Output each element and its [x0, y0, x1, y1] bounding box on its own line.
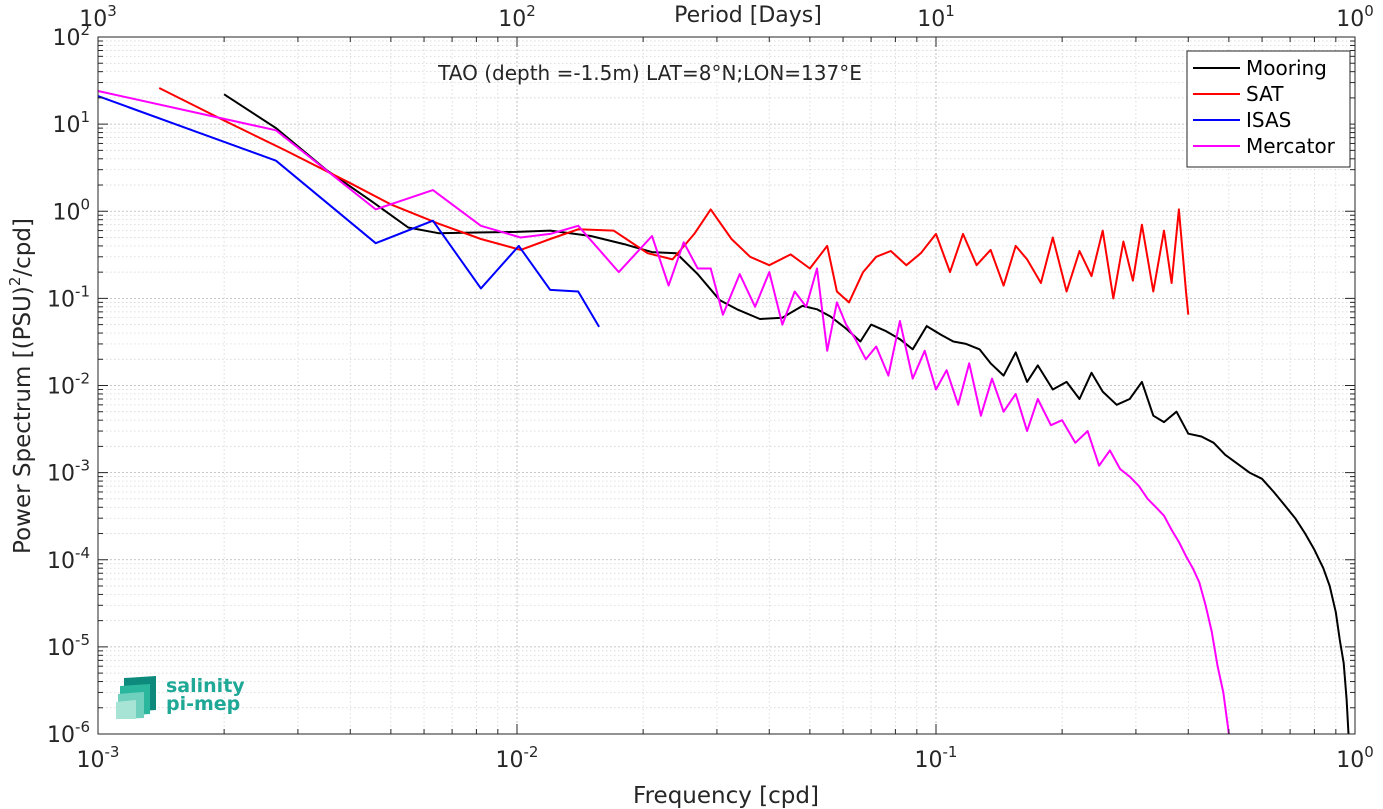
series-lines — [97, 87, 1350, 735]
y-tick-label-exp: -2 — [75, 370, 90, 388]
y-axis-label: Power Spectrum [(PSU)2/cpd] — [6, 218, 36, 554]
y-tick-label: 10-3 — [47, 457, 90, 487]
y-tick-label-base: 10 — [47, 287, 75, 312]
chart-title: TAO (depth =-1.5m) LAT=8°N;LON=137°E — [437, 61, 862, 85]
y-tick-label-base: 10 — [47, 375, 75, 400]
y-tick-label: 100 — [52, 195, 90, 225]
legend-label-sat: SAT — [1246, 82, 1284, 106]
y-tick-label-exp: -6 — [75, 718, 90, 736]
logo-mark — [116, 676, 156, 719]
x-tick-label-base: 10 — [915, 748, 943, 773]
legend-label-mooring: Mooring — [1246, 56, 1327, 80]
y-tick-label-base: 10 — [47, 723, 75, 748]
x-tick-label: 100 — [1336, 743, 1374, 773]
x-tick-label-exp: 0 — [1364, 743, 1374, 761]
y-tick-label-base: 10 — [52, 200, 80, 225]
y-axis-label-tail: /cpd] — [10, 218, 36, 277]
grid — [97, 36, 1356, 735]
axis-ticks — [97, 36, 1356, 735]
y-tick-label: 101 — [52, 108, 90, 138]
top-tick-label: 100 — [1336, 2, 1374, 32]
y-tick-label-exp: 1 — [80, 108, 90, 126]
x-tick-label-base: 10 — [77, 748, 105, 773]
logo-text-pi-mep: pi-mep — [166, 693, 241, 715]
top-tick-label: 101 — [917, 2, 955, 32]
x-tick-label-base: 10 — [1336, 748, 1364, 773]
x-tick-label-base: 10 — [496, 748, 524, 773]
y-tick-label-exp: -5 — [75, 631, 90, 649]
top-tick-label-exp: 2 — [526, 2, 536, 20]
top-tick-label: 102 — [498, 2, 536, 32]
y-tick-label: 10-1 — [47, 282, 90, 312]
y-tick-label-exp: -4 — [75, 544, 90, 562]
y-tick-label-base: 10 — [47, 636, 75, 661]
top-tick-label-base: 10 — [498, 7, 526, 32]
y-tick-label-exp: -1 — [75, 282, 90, 300]
y-tick-label-exp: 0 — [80, 195, 90, 213]
y-tick-label-base: 10 — [52, 113, 80, 138]
x-axis-label: Frequency [cpd] — [633, 783, 819, 809]
x-tick-label-exp: -1 — [943, 743, 958, 761]
x-tick-label: 10-1 — [915, 743, 958, 773]
y-tick-label-exp: -3 — [75, 457, 90, 475]
legend-label-isas: ISAS — [1246, 108, 1291, 132]
y-tick-label: 10-2 — [47, 370, 90, 400]
logo-wave-4 — [116, 700, 136, 719]
y-axis-label-sup: 2 — [6, 277, 24, 287]
y-axis-label-main: Power Spectrum [(PSU) — [10, 286, 36, 554]
top-tick-label-base: 10 — [917, 7, 945, 32]
y-tick-label-base: 10 — [47, 462, 75, 487]
series-line-sat — [158, 87, 1190, 315]
series-line-isas — [97, 95, 600, 328]
series-line-mercator — [97, 90, 1230, 735]
x-tick-label: 10-3 — [77, 743, 120, 773]
top-tick-label-exp: 1 — [945, 2, 955, 20]
y-tick-label-base: 10 — [52, 26, 80, 51]
x-tick-label-exp: -3 — [105, 743, 120, 761]
top-tick-label-exp: 0 — [1364, 2, 1374, 20]
top-tick-label: 103 — [79, 2, 117, 32]
top-tick-label-base: 10 — [1336, 7, 1364, 32]
y-tick-label: 10-4 — [47, 544, 90, 574]
y-tick-label-exp: 2 — [80, 21, 90, 39]
series-line-mooring — [223, 93, 1350, 735]
x-tick-label: 10-2 — [496, 743, 539, 773]
x-tick-label-exp: -2 — [524, 743, 539, 761]
y-tick-label: 10-5 — [47, 631, 90, 661]
legend-box — [1186, 50, 1351, 168]
top-tick-label-exp: 3 — [107, 2, 117, 20]
y-tick-label: 10-6 — [47, 718, 90, 748]
top-axis-label: Period [Days] — [674, 3, 822, 28]
legend-label-mercator: Mercator — [1246, 134, 1336, 158]
y-tick-label: 102 — [52, 21, 90, 51]
y-tick-label-base: 10 — [47, 549, 75, 574]
salinity-pi-mep-logo: salinity pi-mep — [116, 672, 256, 722]
logo-text-salinity: salinity — [166, 675, 245, 697]
top-tick-label-base: 10 — [79, 7, 107, 32]
